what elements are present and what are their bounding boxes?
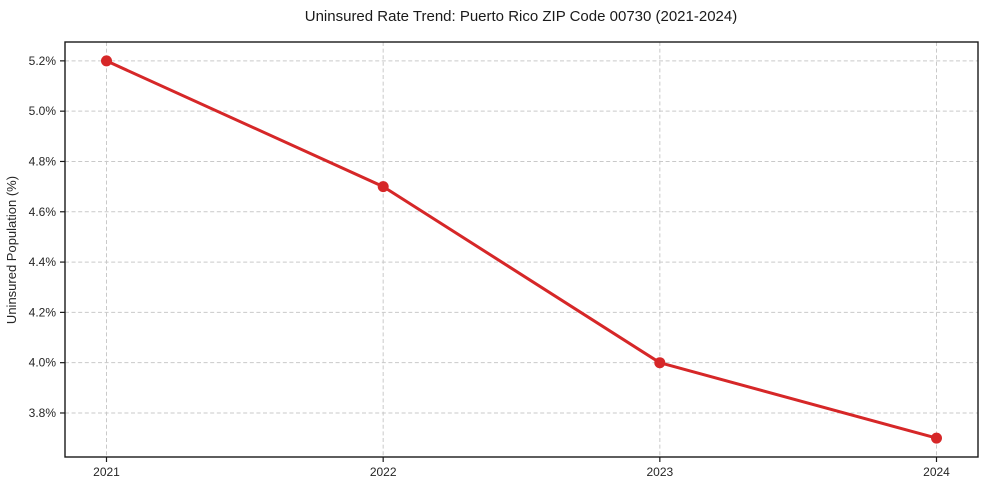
trend-line [105,59,937,440]
y-tick-label: 4.8% [29,154,57,168]
y-tick-label: 4.4% [29,255,57,269]
y-tick-label: 4.2% [29,305,57,319]
data-point-marker [101,55,112,67]
chart-title: Uninsured Rate Trend: Puerto Rico ZIP Co… [305,8,737,25]
y-tick-label: 5.2% [29,54,57,68]
data-point-marker [377,181,389,193]
y-tick-label: 4.0% [29,356,57,370]
y-axis-label: Uninsured Population (%) [4,176,19,324]
data-point-markers [101,55,942,444]
tick-labels: 3.8% 4.0% 4.2% 4.4% 4.6% 4.8% 5.0% 5.2% 2021 2022… [29,54,951,479]
x-tick-label: 2022 [370,465,397,479]
x-tick-label: 2024 [923,465,950,479]
axis-ticks [60,60,938,462]
x-tick-label: 2023 [646,465,673,479]
y-tick-label: 4.6% [29,205,57,219]
y-tick-label: 3.8% [29,406,57,420]
y-tick-label: 5.0% [29,104,57,118]
data-point-marker [931,432,942,444]
plot-border [64,41,979,458]
x-tick-label: 2021 [93,465,120,479]
data-point-marker [654,357,666,369]
